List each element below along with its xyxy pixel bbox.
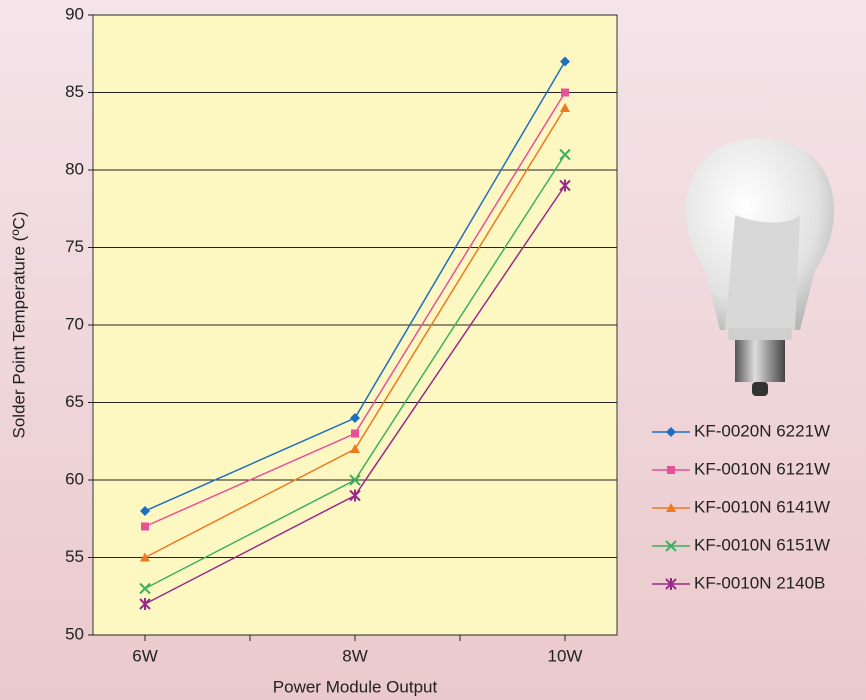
- y-tick-label: 70: [65, 314, 84, 333]
- data-point: [351, 430, 359, 438]
- y-tick-label: 85: [65, 82, 84, 101]
- y-tick-label: 75: [65, 237, 84, 256]
- legend-label: KF-0020N 6221W: [694, 421, 830, 440]
- x-tick-label: 8W: [342, 646, 368, 665]
- y-tick-label: 50: [65, 624, 84, 643]
- data-point: [141, 523, 149, 531]
- y-tick-label: 80: [65, 159, 84, 178]
- legend-label: KF-0010N 6141W: [694, 497, 830, 516]
- y-tick-label: 90: [65, 4, 84, 23]
- y-tick-label: 65: [65, 392, 84, 411]
- y-tick-label: 60: [65, 469, 84, 488]
- chart: Solder Point Temperature (ºC) Power Modu…: [0, 0, 866, 700]
- legend-label: KF-0010N 2140B: [694, 573, 825, 592]
- x-axis-title: Power Module Output: [273, 677, 438, 696]
- y-axis-title: Solder Point Temperature (ºC): [9, 212, 28, 439]
- legend-marker: [667, 466, 675, 474]
- x-tick-label: 10W: [548, 646, 583, 665]
- y-tick-label: 55: [65, 547, 84, 566]
- legend-label: KF-0010N 6121W: [694, 459, 830, 478]
- data-point: [561, 89, 569, 97]
- legend-label: KF-0010N 6151W: [694, 535, 830, 554]
- x-tick-label: 6W: [132, 646, 158, 665]
